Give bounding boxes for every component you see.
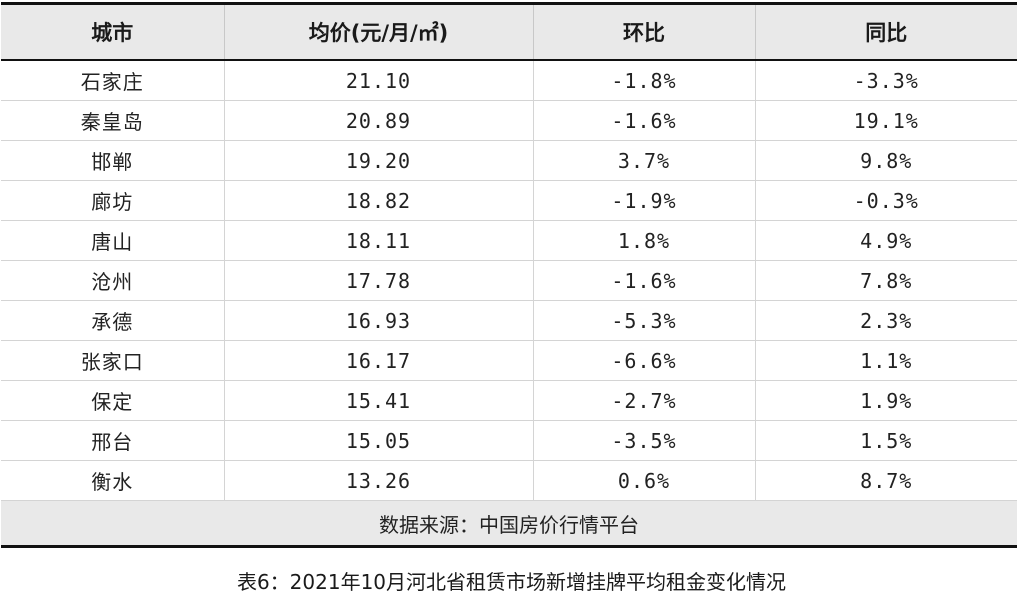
cell-price: 17.78 xyxy=(223,260,533,301)
cell-city: 保定 xyxy=(1,380,224,421)
cell-price: 15.41 xyxy=(223,380,533,421)
cell-city: 衡水 xyxy=(1,460,224,501)
cell-mom: -1.6% xyxy=(532,100,755,141)
cell-yoy: 4.9% xyxy=(754,220,1017,261)
table-row: 石家庄 21.10 -1.8% -3.3% xyxy=(1,60,1017,101)
cell-price: 21.10 xyxy=(223,60,533,101)
cell-yoy: 1.1% xyxy=(754,340,1017,381)
cell-city: 沧州 xyxy=(1,260,224,301)
cell-mom: -6.6% xyxy=(532,340,755,381)
table-row: 秦皇岛 20.89 -1.6% 19.1% xyxy=(1,100,1017,141)
cell-mom: 0.6% xyxy=(532,460,755,501)
cell-price: 18.11 xyxy=(223,220,533,261)
header-yoy: 同比 xyxy=(754,2,1017,61)
table-row: 唐山 18.11 1.8% 4.9% xyxy=(1,220,1017,261)
table-caption: 表6：2021年10月河北省租赁市场新增挂牌平均租金变化情况 xyxy=(236,570,787,594)
cell-yoy: 9.8% xyxy=(754,140,1017,181)
cell-yoy: 19.1% xyxy=(754,100,1017,141)
cell-city: 秦皇岛 xyxy=(1,100,224,141)
cell-price: 13.26 xyxy=(223,460,533,501)
rent-table: 城市 均价(元/月/㎡) 环比 同比 石家庄 21.10 -1.8% -3.3%… xyxy=(1,2,1017,548)
cell-yoy: -3.3% xyxy=(754,60,1017,101)
cell-mom: -3.5% xyxy=(532,420,755,461)
table-body: 石家庄 21.10 -1.8% -3.3% 秦皇岛 20.89 -1.6% 19… xyxy=(1,60,1017,501)
cell-yoy: 1.5% xyxy=(754,420,1017,461)
header-row: 城市 均价(元/月/㎡) 环比 同比 xyxy=(1,2,1017,61)
cell-mom: -1.6% xyxy=(532,260,755,301)
data-source: 数据来源：中国房价行情平台 xyxy=(1,500,1017,548)
cell-city: 石家庄 xyxy=(80,70,144,94)
cell-mom: -1.8% xyxy=(532,60,755,101)
source-row: 数据来源：中国房价行情平台 xyxy=(1,500,1017,548)
table-row: 沧州 17.78 -1.6% 7.8% xyxy=(1,260,1017,301)
cell-yoy: -0.3% xyxy=(754,180,1017,221)
cell-yoy: 8.7% xyxy=(754,460,1017,501)
header-avg-price: 均价(元/月/㎡) xyxy=(223,2,533,61)
cell-price: 18.82 xyxy=(223,180,533,221)
cell-price: 15.05 xyxy=(223,420,533,461)
table-row: 衡水 13.26 0.6% 8.7% xyxy=(1,460,1017,501)
cell-mom: -2.7% xyxy=(532,380,755,421)
cell-city: 张家口 xyxy=(1,340,224,381)
cell-price: 19.20 xyxy=(223,140,533,181)
cell-mom: 1.8% xyxy=(532,220,755,261)
cell-mom: -1.9% xyxy=(532,180,755,221)
cell-city: 邢台 xyxy=(1,420,224,461)
cell-city: 承德 xyxy=(1,300,224,341)
cell-yoy: 1.9% xyxy=(754,380,1017,421)
cell-price: 16.93 xyxy=(223,300,533,341)
cell-city: 唐山 xyxy=(1,220,224,261)
table-row: 承德 16.93 -5.3% 2.3% xyxy=(1,300,1017,341)
table-row: 邯郸 19.20 3.7% 9.8% xyxy=(1,140,1017,181)
rent-table-container: 城市 均价(元/月/㎡) 环比 同比 石家庄 21.10 -1.8% -3.3%… xyxy=(1,2,1017,548)
cell-yoy: 7.8% xyxy=(754,260,1017,301)
header-mom: 环比 xyxy=(532,2,755,61)
cell-yoy: 2.3% xyxy=(754,300,1017,341)
table-row: 廊坊 18.82 -1.9% -0.3% xyxy=(1,180,1017,221)
cell-price: 20.89 xyxy=(223,100,533,141)
cell-mom: -5.3% xyxy=(532,300,755,341)
cell-mom: 3.7% xyxy=(532,140,755,181)
header-city: 城市 xyxy=(1,2,224,61)
table-row: 邢台 15.05 -3.5% 1.5% xyxy=(1,420,1017,461)
table-row: 保定 15.41 -2.7% 1.9% xyxy=(1,380,1017,421)
cell-city: 邯郸 xyxy=(1,140,224,181)
table-row: 张家口 16.17 -6.6% 1.1% xyxy=(1,340,1017,381)
cell-city: 廊坊 xyxy=(1,180,224,221)
cell-price: 16.17 xyxy=(223,340,533,381)
